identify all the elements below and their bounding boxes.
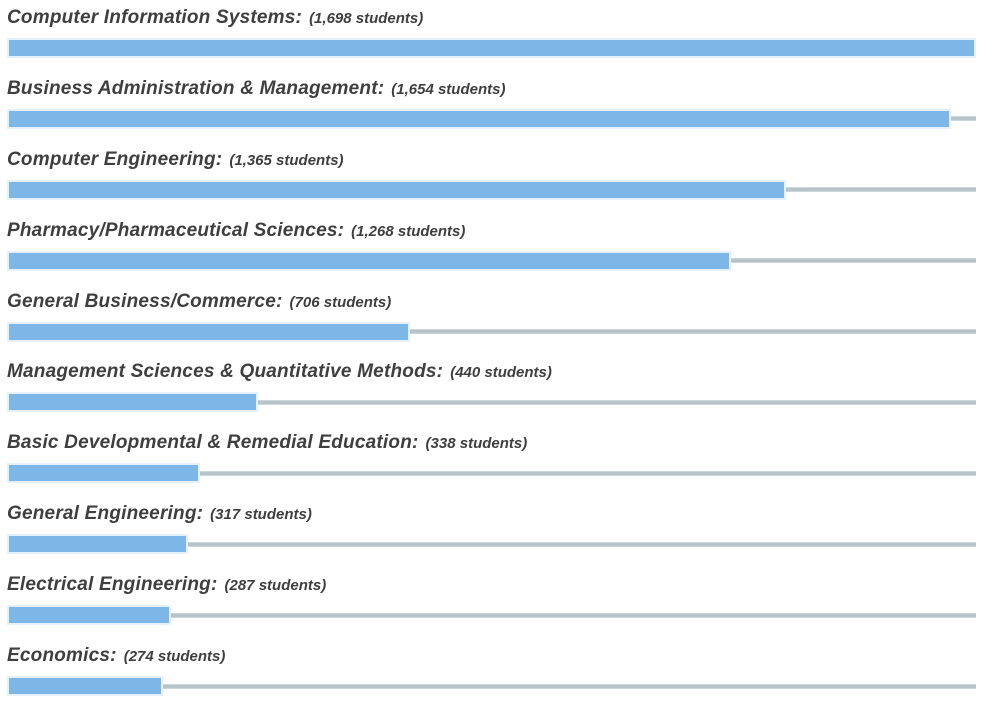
bar-baseline — [9, 399, 976, 405]
student-count: (338 students) — [425, 435, 528, 453]
chart-row: Electrical Engineering: (287 students) — [7, 568, 976, 639]
bar — [7, 250, 731, 271]
bar — [7, 38, 976, 58]
student-count: (274 students) — [123, 648, 226, 666]
row-label: General Business/Commerce: (706 students) — [7, 290, 976, 315]
row-label: Electrical Engineering: (287 students) — [7, 573, 976, 598]
category-name: Economics: — [7, 645, 117, 667]
category-name: Basic Developmental & Remedial Education… — [7, 432, 419, 454]
bar — [7, 179, 786, 200]
chart-row: General Engineering: (317 students) — [7, 497, 976, 568]
chart-row: Management Sciences & Quantitative Metho… — [7, 355, 976, 426]
bar-track — [7, 38, 976, 58]
bar-track — [7, 605, 976, 626]
row-label: Management Sciences & Quantitative Metho… — [7, 360, 976, 385]
bar-track — [7, 250, 976, 271]
bar — [7, 676, 164, 697]
student-count: (1,654 students) — [391, 80, 506, 98]
category-name: Electrical Engineering: — [7, 574, 218, 596]
row-label: Computer Information Systems: (1,698 stud… — [7, 6, 976, 31]
row-label: General Engineering: (317 students) — [7, 502, 976, 527]
row-label: Business Administration & Management: (1,… — [7, 77, 976, 102]
bar — [7, 534, 188, 555]
row-label: Economics: (274 students) — [7, 644, 976, 669]
category-name: General Engineering: — [7, 503, 204, 525]
student-count: (440 students) — [450, 364, 552, 382]
bar-track — [7, 108, 976, 129]
bar-track — [7, 463, 976, 484]
student-count: (317 students) — [210, 506, 312, 524]
student-count: (1,365 students) — [229, 151, 344, 169]
category-name: Management Sciences & Quantitative Metho… — [7, 361, 444, 383]
student-count: (287 students) — [224, 577, 327, 595]
category-name: Business Administration & Management: — [7, 77, 385, 99]
category-name: General Business/Commerce: — [7, 290, 283, 312]
bar-track — [7, 676, 976, 697]
chart-row: Pharmacy/Pharmaceutical Sciences: (1,268 … — [7, 214, 976, 285]
chart-row: General Business/Commerce: (706 students) — [7, 285, 976, 356]
row-label: Computer Engineering: (1,365 students) — [7, 148, 976, 173]
bar-baseline — [9, 541, 976, 547]
category-name: Computer Engineering: — [7, 148, 223, 170]
bar — [7, 392, 259, 413]
bar-baseline — [9, 683, 976, 689]
student-count: (1,268 students) — [351, 222, 466, 240]
row-label: Basic Developmental & Remedial Education… — [7, 431, 976, 456]
student-count: (1,698 students) — [309, 10, 424, 27]
category-name: Pharmacy/Pharmaceutical Sciences: — [7, 219, 345, 241]
bar-baseline — [9, 470, 976, 476]
bar-track — [7, 179, 976, 200]
chart-row: Economics: (274 students) — [7, 639, 976, 709]
bar-track — [7, 534, 976, 555]
bar — [7, 108, 951, 129]
bar-track — [7, 392, 976, 413]
chart-row: Computer Engineering: (1,365 students) — [7, 143, 976, 214]
bar — [7, 463, 200, 484]
student-count: (706 students) — [289, 293, 392, 311]
bar-baseline — [9, 329, 976, 335]
bar — [7, 605, 171, 626]
row-label: Pharmacy/Pharmaceutical Sciences: (1,268 … — [7, 219, 976, 244]
chart-row: Basic Developmental & Remedial Education… — [7, 426, 976, 497]
category-name: Computer Information Systems: — [7, 7, 303, 28]
bar-track — [7, 321, 976, 342]
chart-row: Computer Information Systems: (1,698 stud… — [7, 1, 976, 72]
bar — [7, 321, 410, 342]
bar-baseline — [9, 612, 976, 618]
chart-row: Business Administration & Management: (1,… — [7, 72, 976, 143]
